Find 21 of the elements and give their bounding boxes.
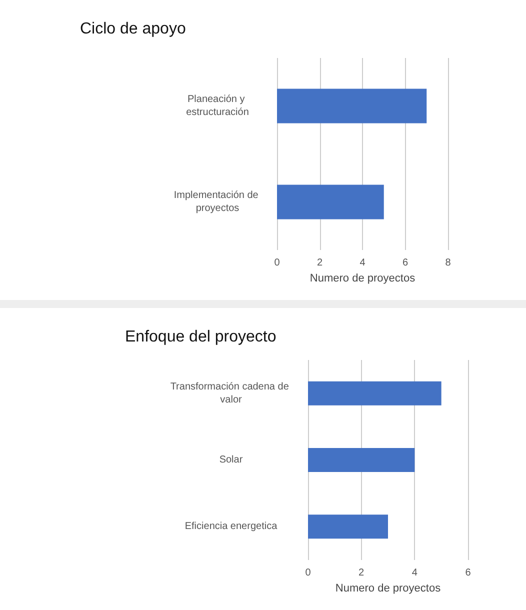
x-axis-title: Numero de proyectos — [310, 272, 416, 284]
x-tick-label: 6 — [402, 258, 408, 268]
x-tick-label: 2 — [316, 258, 323, 268]
bar — [308, 381, 442, 406]
y-tick-label: Transformación cadena de valor — [170, 381, 292, 406]
x-tick-label: 4 — [412, 568, 418, 578]
y-tick-label: Implementación de proyectos — [174, 190, 262, 214]
x-tick-label: 0 — [274, 258, 280, 268]
x-tick-label: 0 — [305, 568, 312, 578]
y-tick-label: Planeación y estructuración — [186, 94, 249, 118]
y-tick-label: Solar — [219, 454, 244, 466]
chart-title: Enfoque del proyecto — [125, 328, 276, 346]
y-tick-label: Eficiencia energetica — [184, 521, 278, 532]
text: Ciclo de apoyo — [80, 20, 186, 38]
bar — [308, 448, 415, 472]
x-tick-label: 4 — [360, 258, 366, 268]
x-tick-label: 6 — [465, 568, 472, 578]
x-tick-label: 2 — [358, 568, 365, 578]
bar — [308, 514, 388, 539]
x-axis-title: Numero de proyectos — [335, 582, 442, 594]
x-tick-label: 8 — [445, 258, 452, 268]
